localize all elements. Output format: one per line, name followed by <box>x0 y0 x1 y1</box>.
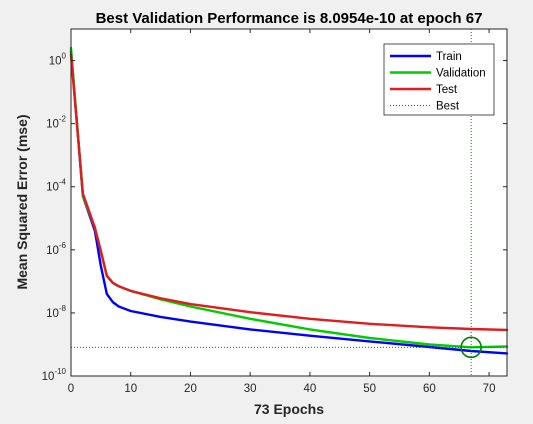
y-axis-label: Mean Squared Error (mse) <box>14 114 30 289</box>
x-axis-label: 73 Epochs <box>254 401 324 417</box>
x-tick-label: 60 <box>423 383 436 395</box>
y-tick-label: 10-4 <box>46 178 66 194</box>
legend-label-test: Test <box>436 84 458 96</box>
y-tick-label: 10-2 <box>46 115 66 131</box>
y-tick-base: 10 <box>46 182 59 194</box>
series-line-test <box>69 53 509 332</box>
y-tick-base: 10 <box>46 308 59 320</box>
x-tick-label: 10 <box>124 383 137 395</box>
y-tick-base: 10 <box>46 119 59 131</box>
chart-title: Best Validation Performance is 8.0954e-1… <box>96 10 483 27</box>
x-tick-label: 0 <box>68 383 74 395</box>
y-tick-label: 10-10 <box>42 367 67 383</box>
legend-label-best: Best <box>436 101 460 113</box>
series-line-train <box>69 49 509 355</box>
x-tick-label: 50 <box>363 383 376 395</box>
legend-items: Train Validation Test Best <box>390 51 486 113</box>
y-tick-exponent: -8 <box>59 304 67 313</box>
y-tick-exponent: 0 <box>62 52 67 61</box>
plot-frame <box>70 28 508 377</box>
best-point-circle <box>460 336 482 359</box>
legend-label-validation: Validation <box>436 68 486 80</box>
y-tick-exponent: -4 <box>59 178 67 187</box>
legend-label-train: Train <box>436 51 462 63</box>
y-tick-base: 10 <box>42 371 55 383</box>
y-tick-label: 10-8 <box>46 304 66 320</box>
x-tick-label: 30 <box>244 383 257 395</box>
y-tick-exponent: -6 <box>59 241 67 250</box>
y-tick-label: 100 <box>49 52 67 68</box>
y-tick-base: 10 <box>46 245 59 257</box>
legend: Train Validation Test Best <box>383 43 495 116</box>
y-tick-base: 10 <box>49 56 62 68</box>
x-tick-label: 40 <box>304 383 317 395</box>
x-tick-label: 70 <box>483 383 496 395</box>
y-tick-label: 10-6 <box>46 241 66 257</box>
series-lines <box>69 46 509 355</box>
x-tick-label: 20 <box>184 383 197 395</box>
y-tick-exponent: -10 <box>54 367 66 376</box>
y-tick-exponent: -2 <box>59 115 67 124</box>
